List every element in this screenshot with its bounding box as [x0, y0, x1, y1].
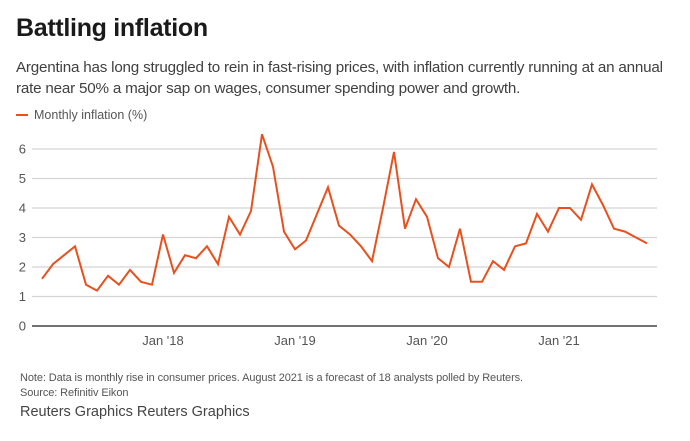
x-tick-label: Jan '21: [538, 333, 580, 348]
y-axis-ticks: 0 1 2 3 4 5 6: [19, 142, 26, 334]
source-text: Source: Refinitiv Eikon: [20, 387, 129, 399]
x-tick-label: Jan '20: [406, 333, 448, 348]
y-tick-label-1: 1: [19, 289, 26, 304]
y-tick-label-6: 6: [19, 142, 26, 157]
chart-title: Battling inflation: [16, 14, 208, 42]
gridlines: [32, 148, 657, 327]
x-axis-ticks: Jan '18 Jan '19 Jan '20 Jan '21: [142, 333, 580, 348]
legend-label-monthly-inflation: Monthly inflation (%): [34, 108, 148, 122]
x-tick-label: Jan '18: [142, 333, 184, 348]
series-line-monthly-inflation: [41, 133, 648, 292]
chart-footnote: Note: Data is monthly rise in consumer p…: [20, 371, 523, 401]
series-layer: [41, 133, 648, 292]
chart-subtitle: Argentina has long struggled to rein in …: [16, 59, 663, 97]
y-tick-label-2: 2: [19, 260, 26, 275]
x-tick-label: Jan '19: [274, 333, 316, 348]
y-tick-label-3: 3: [19, 230, 26, 245]
credit-text: Reuters Graphics Reuters Graphics: [20, 404, 250, 420]
note-text: Note: Data is monthly rise in consumer p…: [20, 372, 523, 384]
legend-swatch-monthly-inflation: [16, 114, 28, 116]
line-chart: 0 1 2 3 4 5 6 Jan '18 Jan '19 Jan '20 Jan '21: [19, 133, 657, 348]
y-tick-label-5: 5: [19, 171, 26, 186]
y-tick-label-0: 0: [19, 319, 26, 334]
legend: Monthly inflation (%): [16, 108, 147, 122]
y-tick-label-4: 4: [19, 201, 26, 216]
